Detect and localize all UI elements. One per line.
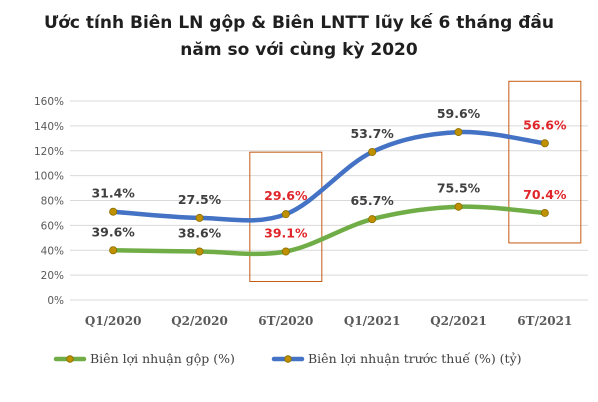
highlight-box: [508, 80, 582, 244]
data-point: [281, 210, 290, 219]
y-tick-label: 60%: [41, 220, 64, 232]
data-point: [109, 246, 118, 255]
data-label: 29.6%: [264, 188, 308, 203]
data-point: [368, 215, 377, 224]
data-label: 56.6%: [523, 117, 567, 132]
x-axis-ticks: Q1/2020 Q2/2020 6T/2020 Q1/2021 Q2/2021 6T/20…: [85, 314, 572, 328]
legend-marker: [284, 355, 292, 363]
data-label: 31.4%: [91, 186, 135, 201]
data-point: [281, 247, 290, 256]
x-tick-label: 6T/2021: [517, 314, 572, 328]
x-tick-label: Q1/2020: [85, 314, 142, 328]
x-tick-label: 6T/2020: [258, 314, 313, 328]
data-point: [454, 128, 463, 137]
x-tick-label: Q2/2020: [171, 314, 228, 328]
y-tick-label: 80%: [41, 196, 64, 208]
gridlines: [70, 100, 588, 301]
data-label: 53.7%: [350, 126, 394, 141]
highlight-box: [249, 151, 323, 282]
legend: Biên lợi nhuận gộp (%) Biên lợi nhuận trư…: [53, 351, 522, 366]
data-label: 39.6%: [91, 224, 135, 239]
chart-title-line-2: năm so với cùng kỳ 2020: [180, 40, 418, 60]
y-tick-label: 40%: [41, 245, 64, 257]
chart-title-line-1: Ước tính Biên LN gộp & Biên LNTT lũy kế …: [44, 12, 554, 33]
y-tick-label: 140%: [34, 121, 64, 133]
data-label: 27.5%: [178, 192, 222, 207]
series-lines: [109, 128, 549, 257]
data-point: [540, 208, 549, 217]
series-line-2: [110, 129, 548, 223]
data-point: [195, 247, 204, 256]
data-labels: 39.6% 38.6% 39.1% 65.7% 75.5% 70.4% 31.4% 27.5%…: [91, 106, 567, 240]
data-point: [454, 202, 463, 211]
legend-label: Biên lợi nhuận gộp (%): [90, 351, 235, 366]
y-tick-label: 100%: [34, 171, 64, 183]
y-tick-label: 0%: [47, 295, 64, 307]
legend-marker: [66, 355, 74, 363]
data-label: 75.5%: [437, 181, 481, 196]
y-axis-ticks: 0% 20% 40% 60% 80% 100% 120% 140% 160%: [34, 96, 64, 307]
highlight-boxes: [249, 80, 582, 282]
x-tick-label: Q1/2021: [344, 314, 401, 328]
data-point: [368, 147, 377, 156]
x-tick-label: Q2/2021: [430, 314, 487, 328]
data-label: 59.6%: [437, 106, 481, 121]
legend-label: Biên lợi nhuận trước thuế (%) (tỷ): [308, 351, 522, 366]
data-label: 65.7%: [350, 193, 394, 208]
y-tick-label: 20%: [41, 270, 64, 282]
series-line-1: [110, 204, 548, 257]
data-point: [540, 139, 549, 148]
data-point: [109, 207, 118, 216]
data-label: 38.6%: [178, 225, 222, 240]
data-point: [195, 213, 204, 222]
y-tick-label: 160%: [34, 96, 64, 108]
data-label: 39.1%: [264, 225, 308, 240]
y-tick-label: 120%: [34, 146, 64, 158]
data-label: 70.4%: [523, 187, 567, 202]
